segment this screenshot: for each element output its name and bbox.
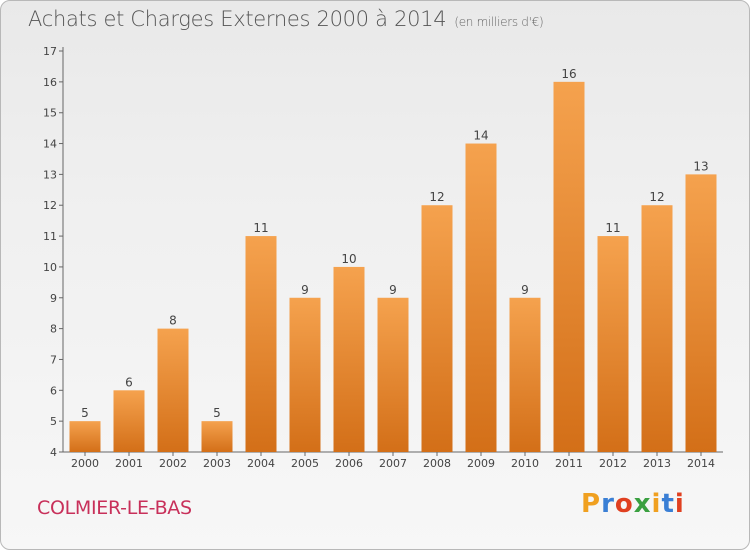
y-tick-label: 14 <box>43 138 57 151</box>
bar <box>333 266 365 452</box>
x-tick-label: 2010 <box>511 457 539 470</box>
x-tick-label: 2005 <box>291 457 319 470</box>
bar-value-label: 8 <box>169 314 177 328</box>
bar <box>69 421 101 452</box>
bar-value-label: 5 <box>81 406 89 420</box>
y-tick-label: 8 <box>50 323 57 336</box>
bar-value-label: 14 <box>473 129 488 143</box>
bar-value-label: 16 <box>561 67 576 81</box>
logo-letter: i <box>651 489 662 519</box>
y-tick-label: 5 <box>50 415 57 428</box>
logo-letter: o <box>614 489 634 519</box>
bar-value-label: 13 <box>693 159 708 173</box>
y-tick-label: 10 <box>43 261 57 274</box>
bar-value-label: 9 <box>301 283 309 297</box>
y-tick-label: 12 <box>43 199 57 212</box>
x-tick-label: 2000 <box>71 457 99 470</box>
x-tick-label: 2012 <box>599 457 627 470</box>
logo-letter: i <box>674 489 685 519</box>
bar <box>157 328 189 452</box>
x-tick-label: 2003 <box>203 457 231 470</box>
y-tick-label: 7 <box>50 353 57 366</box>
bar-value-label: 6 <box>125 375 133 389</box>
chart-title-text: Achats et Charges Externes 2000 à 2014 <box>28 7 447 31</box>
bar <box>201 421 233 452</box>
bar <box>509 297 541 452</box>
x-tick-label: 2013 <box>643 457 671 470</box>
bar <box>465 143 497 453</box>
logo-letter: P <box>581 489 602 519</box>
x-tick-label: 2001 <box>115 457 143 470</box>
chart-title: Achats et Charges Externes 2000 à 2014 (e… <box>28 7 544 31</box>
x-tick-label: 2004 <box>247 457 275 470</box>
y-tick-label: 16 <box>43 76 57 89</box>
y-tick-label: 17 <box>43 45 57 58</box>
y-tick-label: 15 <box>43 107 57 120</box>
bar <box>553 81 585 452</box>
x-tick-label: 2007 <box>379 457 407 470</box>
bar-value-label: 9 <box>389 283 397 297</box>
bar-value-label: 11 <box>253 221 268 235</box>
bar <box>685 174 717 452</box>
logo-letter: t <box>661 489 675 519</box>
bar <box>421 205 453 452</box>
bar-value-label: 9 <box>521 283 529 297</box>
bar-value-label: 12 <box>649 190 664 204</box>
x-tick-label: 2008 <box>423 457 451 470</box>
x-tick-label: 2009 <box>467 457 495 470</box>
x-tick-label: 2002 <box>159 457 187 470</box>
y-tick-label: 11 <box>43 230 57 243</box>
x-tick-label: 2014 <box>687 457 715 470</box>
logo-letter: x <box>633 489 652 519</box>
bar <box>597 236 629 452</box>
logo-letter: r <box>601 489 615 519</box>
town-name: COLMIER-LE-BAS <box>37 497 192 519</box>
bar-value-label: 10 <box>341 252 356 266</box>
chart-unit: (en milliers d'€) <box>454 15 544 29</box>
y-tick-label: 4 <box>50 446 57 459</box>
bar <box>245 236 277 452</box>
bar <box>377 297 409 452</box>
y-tick-label: 6 <box>50 384 57 397</box>
bar-value-label: 12 <box>429 190 444 204</box>
proxiti-logo: Proxiti <box>581 489 685 519</box>
bar-value-label: 11 <box>605 221 620 235</box>
bar <box>641 205 673 452</box>
bar-value-label: 5 <box>213 406 221 420</box>
y-tick-label: 13 <box>43 168 57 181</box>
bar <box>289 297 321 452</box>
bar <box>113 390 145 452</box>
y-tick-label: 9 <box>50 292 57 305</box>
x-tick-label: 2011 <box>555 457 583 470</box>
x-tick-label: 2006 <box>335 457 363 470</box>
